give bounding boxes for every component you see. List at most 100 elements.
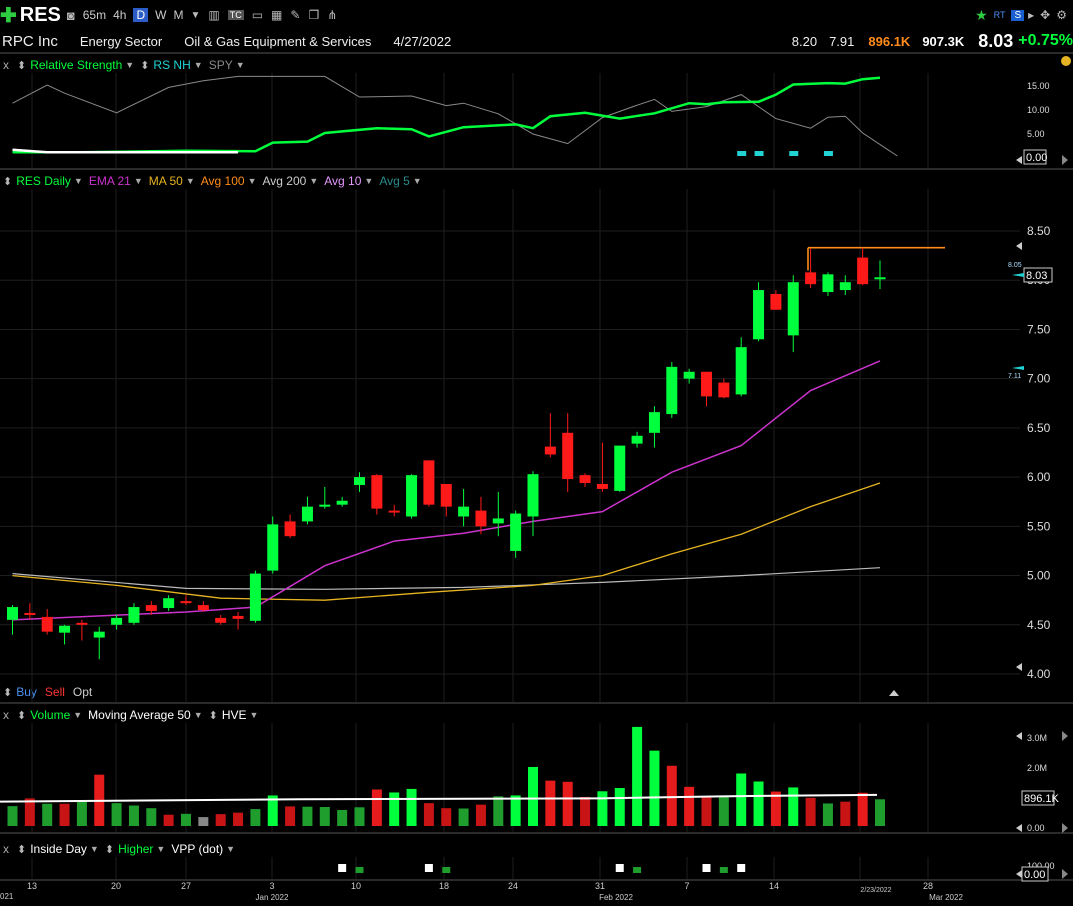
grid-icon[interactable]: ▦ (271, 8, 283, 22)
spy-label[interactable]: SPY (208, 58, 233, 72)
volume-bar (649, 750, 660, 826)
timeframe-65m[interactable]: 65m (82, 8, 107, 22)
chevron-down-icon[interactable]: ▼ (73, 710, 83, 720)
chevron-down-icon[interactable]: ▼ (133, 176, 143, 186)
study-avg5[interactable]: Avg 5 (379, 174, 410, 188)
candle-body (596, 484, 608, 489)
chevron-down-icon[interactable]: ▼ (412, 176, 422, 186)
chevron-down-icon[interactable]: ▼ (193, 710, 203, 720)
chevron-down-icon[interactable]: ▼ (156, 844, 166, 854)
rs-new-high-marker (754, 151, 764, 156)
volume-bar (822, 803, 833, 826)
timeframe-monthly[interactable]: M (173, 8, 184, 22)
chevron-down-icon[interactable]: ▼ (249, 710, 259, 720)
volume-bar (111, 803, 122, 826)
candle-body (197, 605, 209, 611)
study-ma50-volume[interactable]: Moving Average 50 (88, 708, 191, 722)
study-inside-day[interactable]: Inside Day (30, 842, 87, 856)
volume-bar (441, 808, 452, 826)
camera-icon[interactable]: ◙ (66, 7, 75, 23)
sort-icon[interactable]: ⬍ (208, 709, 218, 722)
candle-body (839, 282, 851, 291)
layout-icon[interactable]: ▭ (251, 8, 264, 22)
volume-axis-tick: 0.00 (1027, 823, 1045, 833)
chevron-down-icon[interactable]: ▼ (247, 176, 257, 186)
timeframe-4h[interactable]: 4h (113, 8, 127, 22)
study-ema21[interactable]: EMA 21 (88, 174, 131, 188)
sort-icon[interactable]: ⬍ (17, 843, 27, 856)
chevron-down-icon[interactable]: ▼ (235, 60, 245, 70)
pencil-icon[interactable]: ✎ (290, 8, 301, 22)
candle-body (406, 475, 418, 517)
chevron-down-icon[interactable]: ▼ (226, 844, 236, 854)
candle-body (440, 484, 452, 507)
chevron-down-icon[interactable]: ▼ (309, 176, 319, 186)
star-icon[interactable]: ★ (975, 6, 988, 23)
timeframe-daily[interactable]: D (133, 8, 149, 22)
chevron-down-icon[interactable]: ▼ (185, 176, 195, 186)
close-volume-panel[interactable]: x (3, 708, 9, 722)
tc-icon[interactable]: TC (227, 10, 244, 20)
quote-date: 4/27/2022 (393, 33, 452, 49)
candle-body (753, 290, 765, 340)
study-res-daily[interactable]: RES Daily (16, 174, 71, 188)
rs-last-label: 0.00 (1026, 152, 1047, 164)
study-ma50[interactable]: MA 50 (148, 174, 183, 188)
chevron-down-icon[interactable]: ▼ (73, 176, 83, 186)
price-axis-tick: 6.00 (1027, 470, 1051, 484)
volume-bar (666, 765, 677, 826)
candle-body (301, 506, 313, 522)
candle-body (145, 605, 157, 611)
rsnh-label[interactable]: RS NH (153, 58, 191, 72)
pages-icon[interactable]: ❐ (308, 8, 320, 22)
inside-day-marker (737, 864, 746, 872)
sharing-s-icon[interactable]: S (1011, 9, 1025, 21)
sell-button[interactable]: Sell (44, 685, 65, 699)
chevron-down-icon[interactable]: ▼ (193, 60, 203, 70)
volume-bar (42, 803, 53, 826)
chart-type-icon[interactable]: ▥ (208, 8, 220, 22)
chevron-down-icon[interactable]: ▼ (190, 9, 201, 21)
options-button[interactable]: Opt (72, 685, 93, 699)
rs-label[interactable]: Relative Strength (30, 58, 123, 72)
study-avg200[interactable]: Avg 200 (262, 174, 307, 188)
realtime-icon[interactable]: RT (993, 10, 1006, 20)
scroll-arrow-icon (1016, 156, 1022, 164)
study-avg10[interactable]: Avg 10 (324, 174, 362, 188)
close-inside-panel[interactable]: x (3, 842, 9, 856)
chevron-down-icon[interactable]: ▼ (364, 176, 374, 186)
study-hve[interactable]: HVE (221, 708, 247, 722)
study-vpp[interactable]: VPP (dot) (171, 842, 224, 856)
sector-link[interactable]: Energy Sector (79, 33, 163, 49)
share-icon[interactable]: ⋔ (327, 8, 338, 22)
volume-bar (632, 726, 643, 826)
volume-bar (684, 786, 695, 826)
date-axis-label: 18 (439, 881, 449, 891)
industry-link[interactable]: Oil & Gas Equipment & Services (184, 33, 372, 49)
volume-bar (597, 791, 608, 826)
study-volume[interactable]: Volume (30, 708, 71, 722)
study-avg100[interactable]: Avg 100 (200, 174, 245, 188)
candle-body (371, 475, 383, 509)
sort-icon[interactable]: ⬍ (3, 175, 13, 188)
settings-icon[interactable]: ⚙ (1056, 8, 1067, 22)
study-higher[interactable]: Higher (118, 842, 154, 856)
sort-icon[interactable]: ⬍ (17, 709, 27, 722)
add-symbol-icon[interactable]: ✚ (0, 4, 17, 27)
sort-icon[interactable]: ⬍ (104, 843, 115, 856)
sort-icon[interactable]: ⬍ (3, 686, 13, 699)
chevron-down-icon[interactable]: ▼ (125, 60, 135, 70)
candle-body (718, 382, 730, 398)
chevron-down-icon[interactable]: ▼ (89, 844, 99, 854)
inside-axis-tick: 100.00 (1027, 861, 1055, 871)
timeframe-weekly[interactable]: W (155, 8, 167, 22)
quote-change: +0.75% (1018, 32, 1073, 49)
symbol-label[interactable]: RES (19, 3, 61, 26)
flag-icon[interactable]: ▸ (1028, 8, 1035, 22)
move-icon[interactable]: ✥ (1040, 8, 1051, 22)
close-rs-panel[interactable]: x (3, 58, 9, 72)
candle-body (805, 272, 817, 285)
sort-icon[interactable]: ⬍ (17, 59, 27, 72)
sort-icon[interactable]: ⬍ (140, 59, 150, 72)
